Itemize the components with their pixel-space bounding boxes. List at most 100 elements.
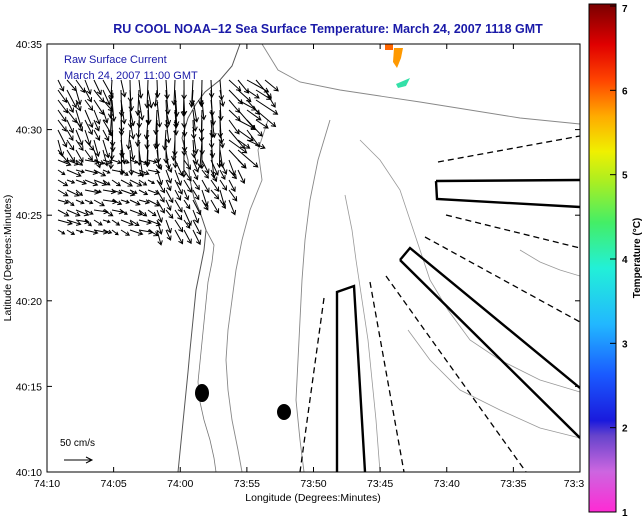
current-vector — [129, 199, 141, 206]
y-axis-ticks: 40:35 40:30 40:25 40:20 40:15 40:10 — [16, 39, 580, 479]
current-vector — [156, 169, 164, 186]
current-vector — [102, 129, 110, 142]
x-tick-label: 73:35 — [500, 478, 526, 490]
bathymetry-contour — [359, 139, 580, 393]
current-vector — [120, 159, 130, 164]
current-vector — [174, 209, 183, 221]
current-vector — [108, 79, 114, 102]
current-vector — [102, 209, 114, 217]
current-vector — [192, 209, 200, 224]
current-vector — [228, 169, 237, 180]
current-vector — [75, 209, 90, 217]
y-tick-label: 40:30 — [16, 125, 42, 137]
x-tick-label: 73:45 — [367, 478, 393, 490]
x-axis-ticks: 74:10 74:05 74:00 73:55 73:50 73:45 73:40 73:35… — [34, 44, 584, 490]
map-plot-area — [47, 44, 580, 472]
current-vector — [129, 209, 144, 216]
current-vector — [111, 199, 123, 206]
current-vector — [129, 119, 136, 140]
current-vector — [129, 159, 139, 164]
current-vector — [84, 209, 94, 215]
current-vector — [120, 99, 127, 125]
current-vector — [57, 219, 73, 226]
current-vector — [165, 179, 172, 192]
current-vector — [210, 159, 219, 176]
x-tick-label: 73:40 — [434, 478, 460, 490]
current-vector — [57, 149, 69, 164]
current-vector — [93, 199, 105, 207]
current-vector — [57, 209, 70, 217]
current-vector — [147, 199, 161, 207]
sst-patch — [385, 44, 410, 88]
current-vector — [66, 199, 75, 207]
current-vector — [181, 119, 188, 138]
current-vector — [219, 169, 226, 181]
current-vector — [120, 169, 129, 176]
current-vector — [156, 229, 163, 246]
bathymetry-contour — [519, 249, 580, 277]
current-vector — [102, 89, 111, 106]
y-tick-label: 40:20 — [16, 296, 42, 308]
current-vector — [219, 159, 228, 175]
current-vector — [102, 169, 111, 174]
coastline — [177, 44, 241, 472]
legend-line-2: March 24, 2007 11:00 GMT — [64, 70, 198, 82]
current-vector — [57, 199, 70, 205]
current-vector — [75, 79, 86, 94]
current-vector — [165, 229, 172, 241]
shipping-lane-dashed — [299, 135, 580, 472]
current-vector — [192, 199, 202, 216]
current-vector — [75, 89, 82, 106]
current-vector — [120, 79, 127, 98]
current-vector — [93, 139, 101, 158]
current-vector — [246, 109, 262, 121]
current-vector — [255, 99, 279, 115]
current-vector — [147, 159, 158, 164]
current-vector — [93, 189, 102, 194]
colorbar-tick-label: 4 — [622, 255, 628, 266]
current-vector — [192, 219, 202, 236]
x-tick-label: 74:00 — [167, 478, 193, 490]
current-vector — [192, 179, 200, 191]
current-vector — [129, 139, 136, 161]
current-vector — [57, 179, 69, 187]
current-vector — [84, 229, 99, 235]
current-vector — [156, 189, 165, 203]
current-vector — [192, 149, 199, 165]
current-vector — [57, 109, 67, 123]
current-vector — [237, 79, 250, 94]
current-vector — [165, 219, 172, 234]
bathymetry-contour — [407, 329, 580, 439]
current-vector — [120, 139, 127, 165]
current-vector — [183, 229, 192, 245]
current-vector — [84, 89, 93, 103]
current-vector — [84, 159, 100, 165]
y-axis-label: Latitude (Degrees:Minutes) — [2, 195, 14, 322]
current-vector — [93, 169, 107, 177]
current-vector — [156, 159, 163, 171]
current-vector — [165, 109, 172, 126]
current-vector — [174, 199, 183, 213]
current-vector — [66, 149, 75, 163]
current-vector — [210, 189, 220, 200]
current-vector — [66, 109, 78, 124]
current-vector — [237, 129, 254, 142]
current-vector — [246, 129, 260, 148]
legend-line-1: Raw Surface Current — [64, 54, 167, 66]
current-vector — [57, 169, 66, 176]
x-tick-label: 73:55 — [234, 478, 260, 490]
bathymetry-contour — [295, 119, 331, 472]
current-vector — [93, 159, 105, 165]
current-vector — [210, 179, 220, 193]
current-vector — [66, 209, 81, 217]
shoal-marker — [277, 404, 291, 420]
current-vector — [201, 199, 209, 211]
current-vector — [111, 229, 119, 236]
current-vector — [138, 179, 148, 186]
colorbar-tick-label: 3 — [622, 339, 628, 350]
current-vector — [228, 79, 242, 92]
current-vector — [93, 109, 101, 125]
current-vector — [219, 89, 226, 107]
current-vector — [111, 189, 123, 195]
y-tick-label: 40:25 — [16, 210, 42, 222]
